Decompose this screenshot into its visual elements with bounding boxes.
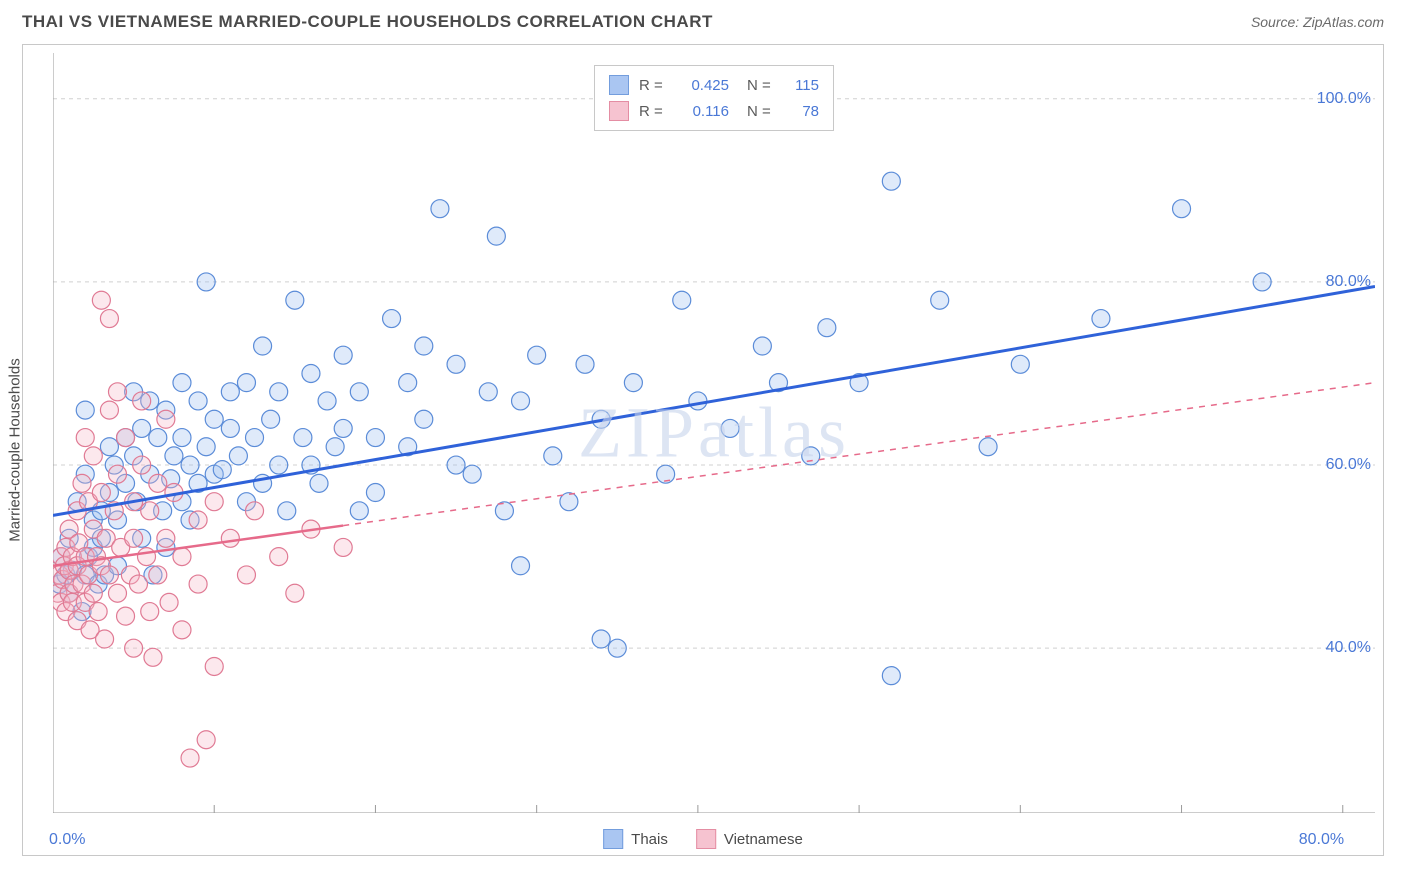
legend-swatch-icon <box>609 75 629 95</box>
r-value: 0.116 <box>677 103 729 120</box>
y-tick-label: 100.0% <box>1317 90 1371 108</box>
legend-label: Thais <box>631 831 668 848</box>
n-value: 115 <box>785 77 819 94</box>
chart-title: THAI VS VIETNAMESE MARRIED-COUPLE HOUSEH… <box>22 12 713 32</box>
legend-series: Thais Vietnamese <box>603 829 803 849</box>
chart-frame: Married-couple Households ZIPatlas R =0.… <box>22 44 1384 856</box>
chart-container: THAI VS VIETNAMESE MARRIED-COUPLE HOUSEH… <box>0 0 1406 892</box>
legend-stats: R = 0.425 N = 115 R = 0.116 N = 78 <box>594 65 834 131</box>
y-tick-label: 60.0% <box>1326 456 1371 474</box>
legend-swatch-icon <box>603 829 623 849</box>
source-label: Source: ZipAtlas.com <box>1251 14 1384 30</box>
legend-swatch-icon <box>609 101 629 121</box>
r-label: R = <box>639 77 667 94</box>
x-tick-label: 0.0% <box>49 831 85 849</box>
legend-item: Vietnamese <box>696 829 803 849</box>
y-axis-label: Married-couple Households <box>7 358 24 541</box>
r-value: 0.425 <box>677 77 729 94</box>
n-label: N = <box>747 77 775 94</box>
legend-stat-row: R = 0.116 N = 78 <box>609 98 819 124</box>
x-tick-label: 80.0% <box>1299 831 1344 849</box>
n-value: 78 <box>785 103 819 120</box>
r-label: R = <box>639 103 667 120</box>
legend-swatch-icon <box>696 829 716 849</box>
chart-svg <box>53 53 1375 813</box>
y-tick-label: 80.0% <box>1326 273 1371 291</box>
header: THAI VS VIETNAMESE MARRIED-COUPLE HOUSEH… <box>0 0 1406 42</box>
y-tick-label: 40.0% <box>1326 639 1371 657</box>
legend-stat-row: R = 0.425 N = 115 <box>609 72 819 98</box>
n-label: N = <box>747 103 775 120</box>
legend-label: Vietnamese <box>724 831 803 848</box>
plot-area: ZIPatlas R =0.425N =115R =0.116N =78 <box>53 53 1375 813</box>
legend-item: Thais <box>603 829 668 849</box>
